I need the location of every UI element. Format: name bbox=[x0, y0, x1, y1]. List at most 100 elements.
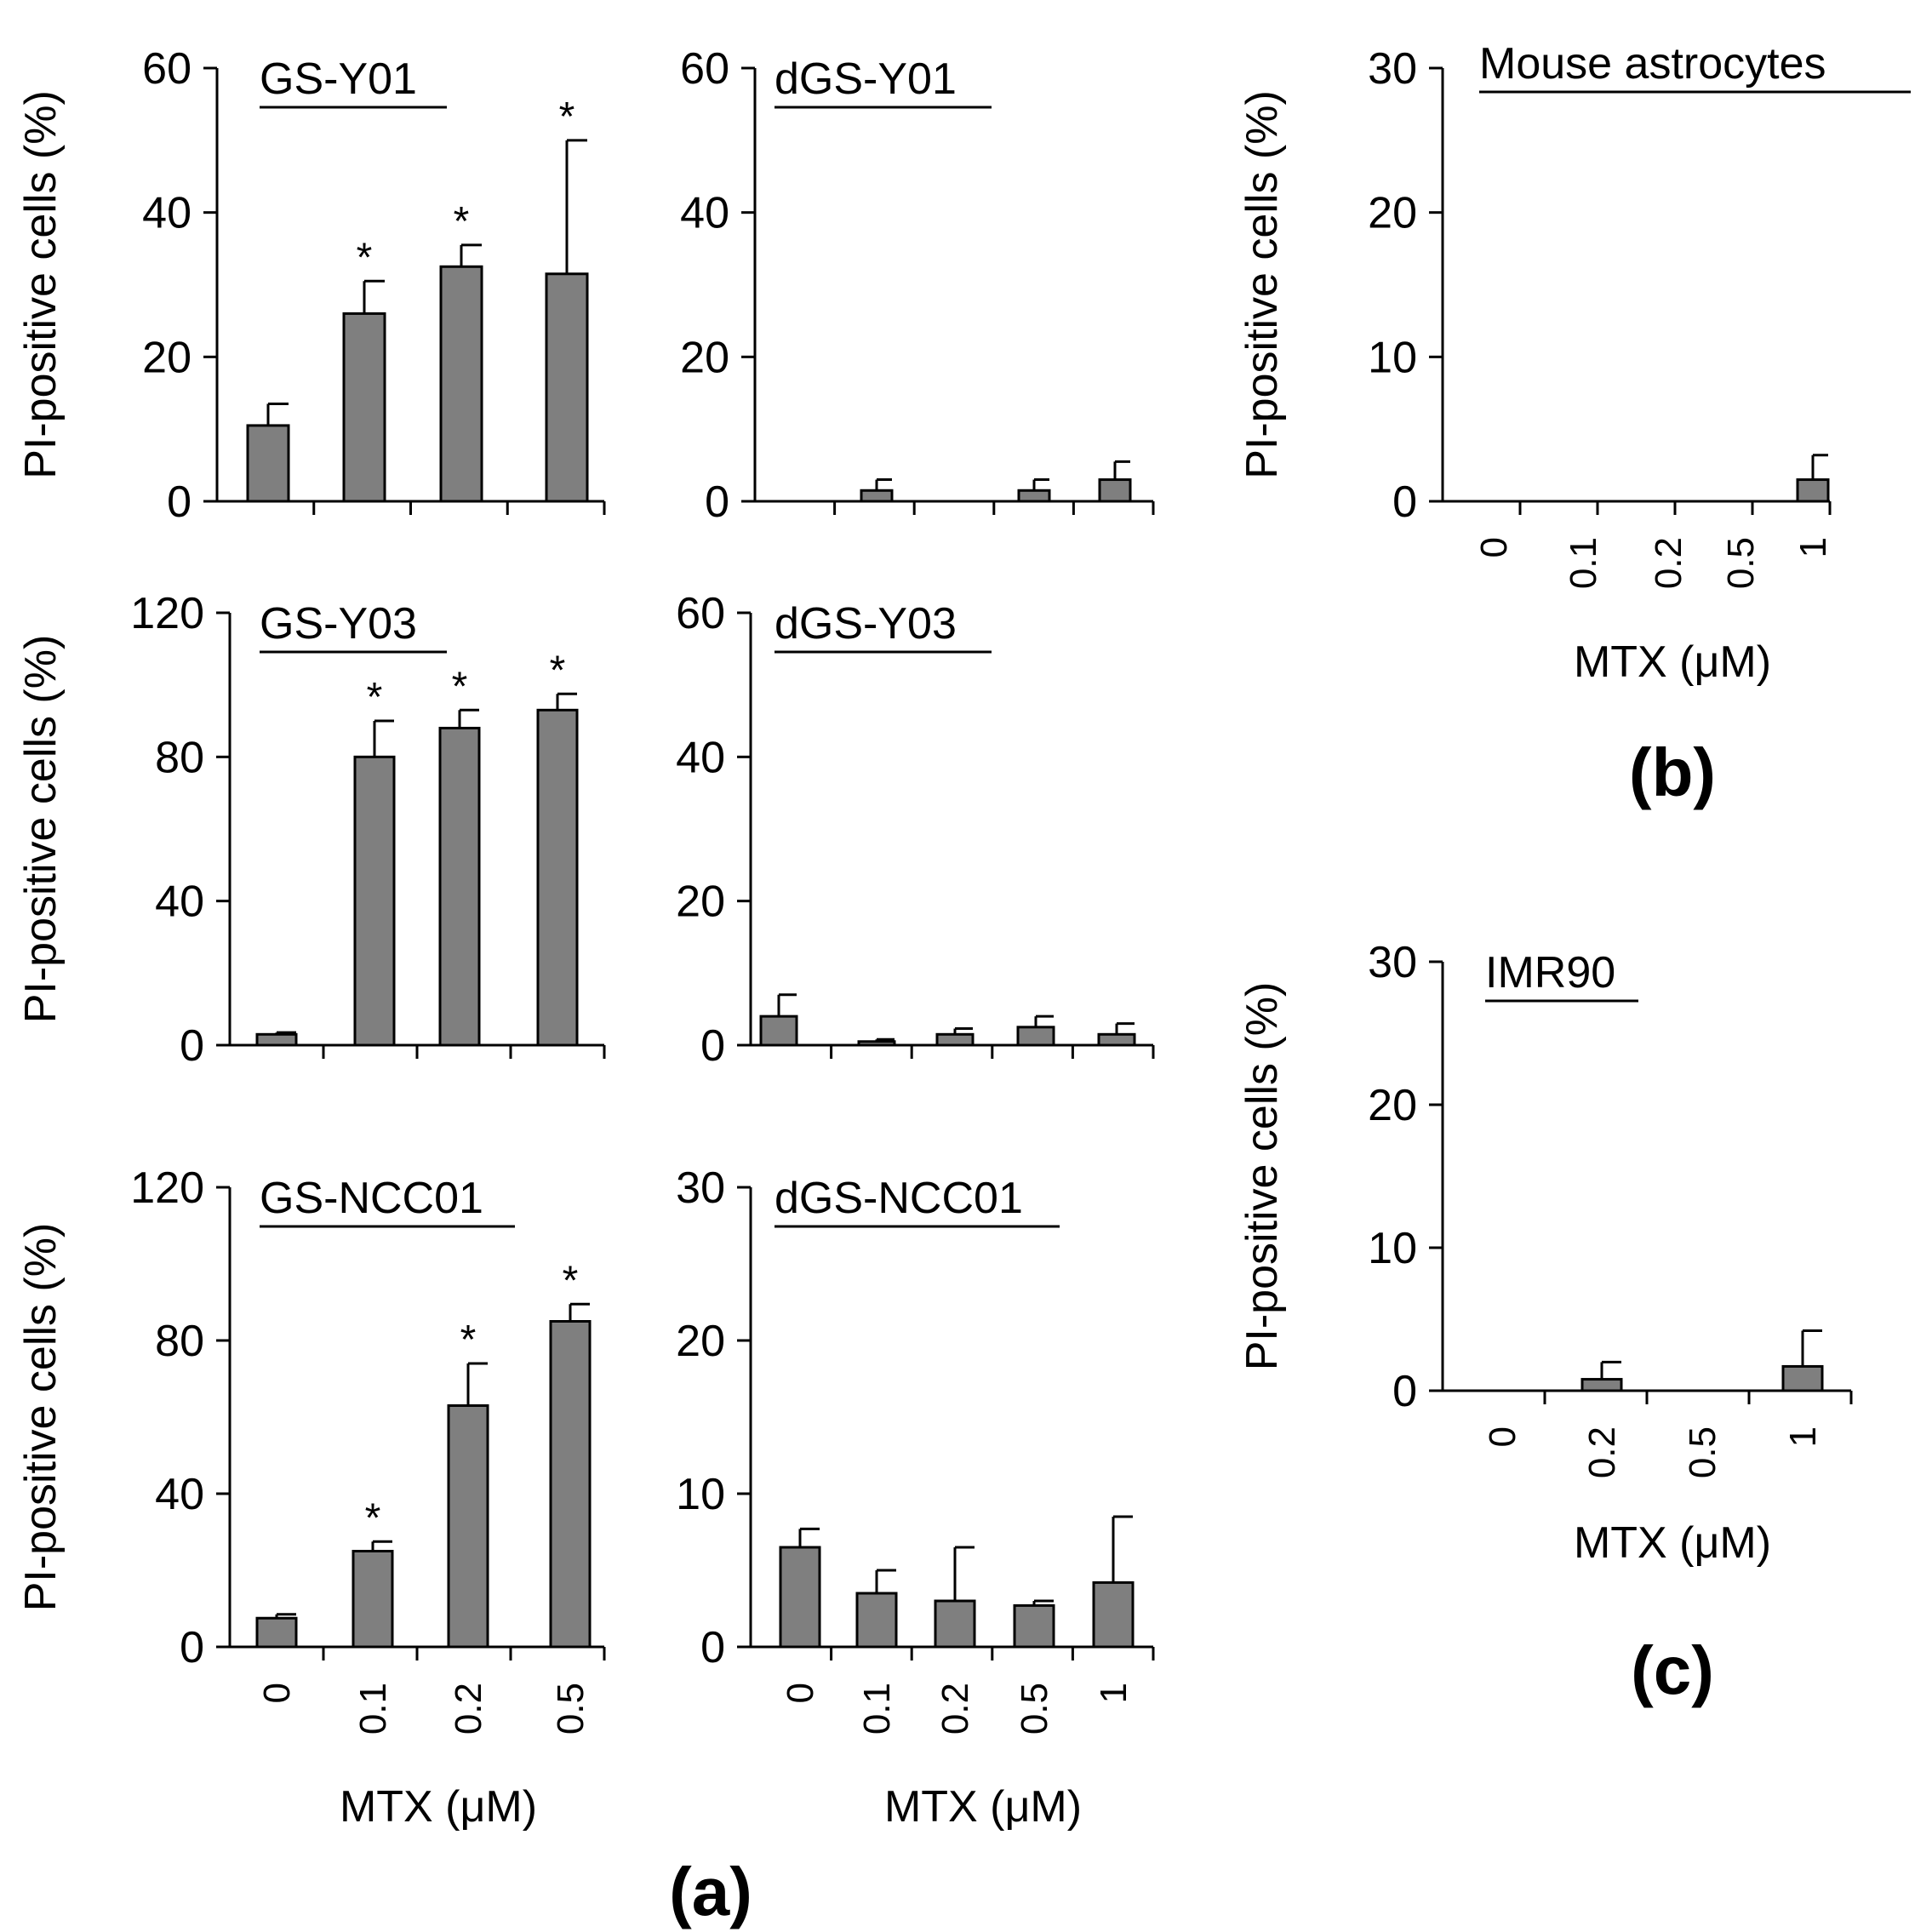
x-axis-label: MTX (μM) bbox=[1574, 1518, 1771, 1568]
bar bbox=[1796, 478, 1830, 503]
x-axis-label: MTX (μM) bbox=[1574, 637, 1771, 687]
y-axis-label: PI-positive cells (%) bbox=[16, 90, 66, 479]
x-tick-label: 0 bbox=[256, 1683, 298, 1703]
chart-title: dGS-Y03 bbox=[775, 599, 957, 649]
chart-dgs-ncc01: 0 10 20 30 0 0.1 0.2 0.5 1 MTX (μM) dGS-NCC01 bbox=[676, 1163, 1155, 1832]
y-tick-label: 60 bbox=[142, 44, 191, 94]
y-axis-label: PI-positive cells (%) bbox=[1238, 90, 1287, 479]
bar bbox=[549, 1320, 592, 1649]
x-tick-label: 0.5 bbox=[1720, 537, 1762, 589]
bar bbox=[536, 708, 579, 1047]
x-tick-label: 0.1 bbox=[352, 1683, 394, 1735]
bar bbox=[353, 755, 396, 1047]
chart-imr90: 0 10 20 30 0 0.2 0.5 1 MTX (μM) PI-positive cells… bbox=[1238, 938, 1853, 1568]
y-tick-label: 10 bbox=[676, 1470, 725, 1519]
x-tick-label: 0.2 bbox=[935, 1683, 976, 1735]
y-axis-label: PI-positive cells (%) bbox=[16, 1223, 66, 1612]
x-axis-label: MTX (μM) bbox=[884, 1782, 1082, 1832]
chart-title: IMR90 bbox=[1485, 948, 1615, 997]
y-tick-label: 80 bbox=[155, 1317, 204, 1366]
bar bbox=[246, 424, 290, 503]
bar bbox=[779, 1546, 821, 1649]
bar bbox=[1098, 478, 1132, 503]
charts-group: 0 20 40 60 * * * PI-positive cells (%) GS-Y01 0 20… bbox=[16, 39, 1911, 1832]
x-tick-label: 1 bbox=[1792, 537, 1834, 557]
y-tick-label: 10 bbox=[1368, 333, 1417, 382]
y-tick-label: 10 bbox=[1368, 1224, 1417, 1273]
chart-title: Mouse astrocytes bbox=[1479, 39, 1826, 89]
bar bbox=[1781, 1364, 1824, 1392]
chart-dgs-y03: 0 20 40 60 dGS-Y03 bbox=[676, 589, 1155, 1071]
chart-mouse-astrocytes: 0 10 20 30 0 0.1 0.2 0.5 1 MTX (μM) PI-positive ce… bbox=[1238, 39, 1911, 687]
y-tick-label: 60 bbox=[676, 589, 725, 638]
panel-label-a: (a) bbox=[669, 1854, 752, 1929]
y-tick-label: 20 bbox=[1368, 189, 1417, 238]
bar bbox=[545, 272, 589, 503]
bar bbox=[438, 726, 481, 1047]
significance-marker: * bbox=[365, 1495, 381, 1540]
x-tick-label: 0.5 bbox=[550, 1683, 592, 1735]
significance-marker: * bbox=[559, 94, 575, 140]
y-tick-label: 0 bbox=[1392, 1367, 1417, 1416]
significance-marker: * bbox=[454, 199, 470, 244]
bar bbox=[1016, 1026, 1055, 1047]
x-tick-label: 1 bbox=[1093, 1683, 1135, 1703]
bar bbox=[1017, 489, 1051, 503]
y-tick-label: 20 bbox=[676, 877, 725, 927]
x-tick-label: 1 bbox=[1782, 1426, 1824, 1447]
chart-title: GS-Y03 bbox=[260, 599, 417, 649]
x-tick-label: 0.1 bbox=[1563, 537, 1604, 589]
y-tick-label: 40 bbox=[676, 733, 725, 782]
y-tick-label: 0 bbox=[700, 1021, 725, 1071]
significance-marker: * bbox=[563, 1258, 579, 1303]
x-tick-label: 0 bbox=[1482, 1426, 1523, 1447]
bar bbox=[935, 1032, 975, 1047]
x-tick-label: 0 bbox=[780, 1683, 821, 1703]
y-tick-label: 40 bbox=[142, 189, 191, 238]
y-tick-label: 20 bbox=[676, 1317, 725, 1366]
bar bbox=[439, 265, 483, 503]
y-tick-label: 80 bbox=[155, 733, 204, 782]
y-tick-label: 0 bbox=[167, 477, 191, 527]
significance-marker: * bbox=[460, 1318, 477, 1363]
bar bbox=[255, 1616, 298, 1649]
y-tick-label: 0 bbox=[180, 1623, 204, 1672]
bar bbox=[855, 1592, 898, 1649]
y-tick-label: 0 bbox=[705, 477, 729, 527]
bar bbox=[1097, 1032, 1136, 1047]
chart-title: dGS-Y01 bbox=[775, 54, 957, 104]
panel-label-b: (b) bbox=[1629, 735, 1716, 810]
x-tick-label: 0.2 bbox=[1581, 1426, 1623, 1478]
bar bbox=[342, 312, 386, 503]
chart-gs-y01: 0 20 40 60 * * * PI-positive cells (%) GS-Y01 bbox=[16, 44, 606, 527]
bar bbox=[860, 489, 894, 503]
bar bbox=[759, 1015, 798, 1047]
bar bbox=[352, 1550, 394, 1649]
y-tick-label: 120 bbox=[130, 1163, 204, 1213]
y-tick-label: 20 bbox=[142, 333, 191, 382]
y-tick-label: 30 bbox=[1368, 44, 1417, 94]
bar bbox=[447, 1404, 489, 1649]
chart-title: GS-Y01 bbox=[260, 54, 417, 104]
y-tick-label: 30 bbox=[1368, 938, 1417, 987]
chart-gs-ncc01: 0 40 80 120 * * * 0 0.1 0.2 0.5 MTX (μM) PI-positive… bbox=[16, 1163, 606, 1832]
y-tick-label: 0 bbox=[1392, 477, 1417, 527]
chart-gs-y03: 0 40 80 120 * * * PI-positive cells (%) GS-Y03 bbox=[16, 589, 606, 1071]
significance-marker: * bbox=[550, 648, 566, 693]
x-tick-label: 0.2 bbox=[1648, 537, 1689, 589]
chart-title: dGS-NCC01 bbox=[775, 1174, 1023, 1223]
y-tick-label: 40 bbox=[155, 1470, 204, 1519]
x-tick-label: 0.2 bbox=[448, 1683, 489, 1735]
y-axis-label: PI-positive cells (%) bbox=[16, 635, 66, 1024]
significance-marker: * bbox=[367, 675, 383, 720]
bar bbox=[255, 1032, 298, 1047]
panel-label-c: (c) bbox=[1631, 1632, 1714, 1708]
y-tick-label: 20 bbox=[680, 333, 729, 382]
bar bbox=[1092, 1580, 1135, 1649]
bar bbox=[1013, 1603, 1055, 1649]
x-axis-label: MTX (μM) bbox=[340, 1782, 537, 1832]
chart-dgs-y01: 0 20 40 60 dGS-Y01 bbox=[680, 44, 1155, 527]
y-tick-label: 40 bbox=[680, 189, 729, 238]
x-tick-label: 0 bbox=[1473, 537, 1515, 557]
